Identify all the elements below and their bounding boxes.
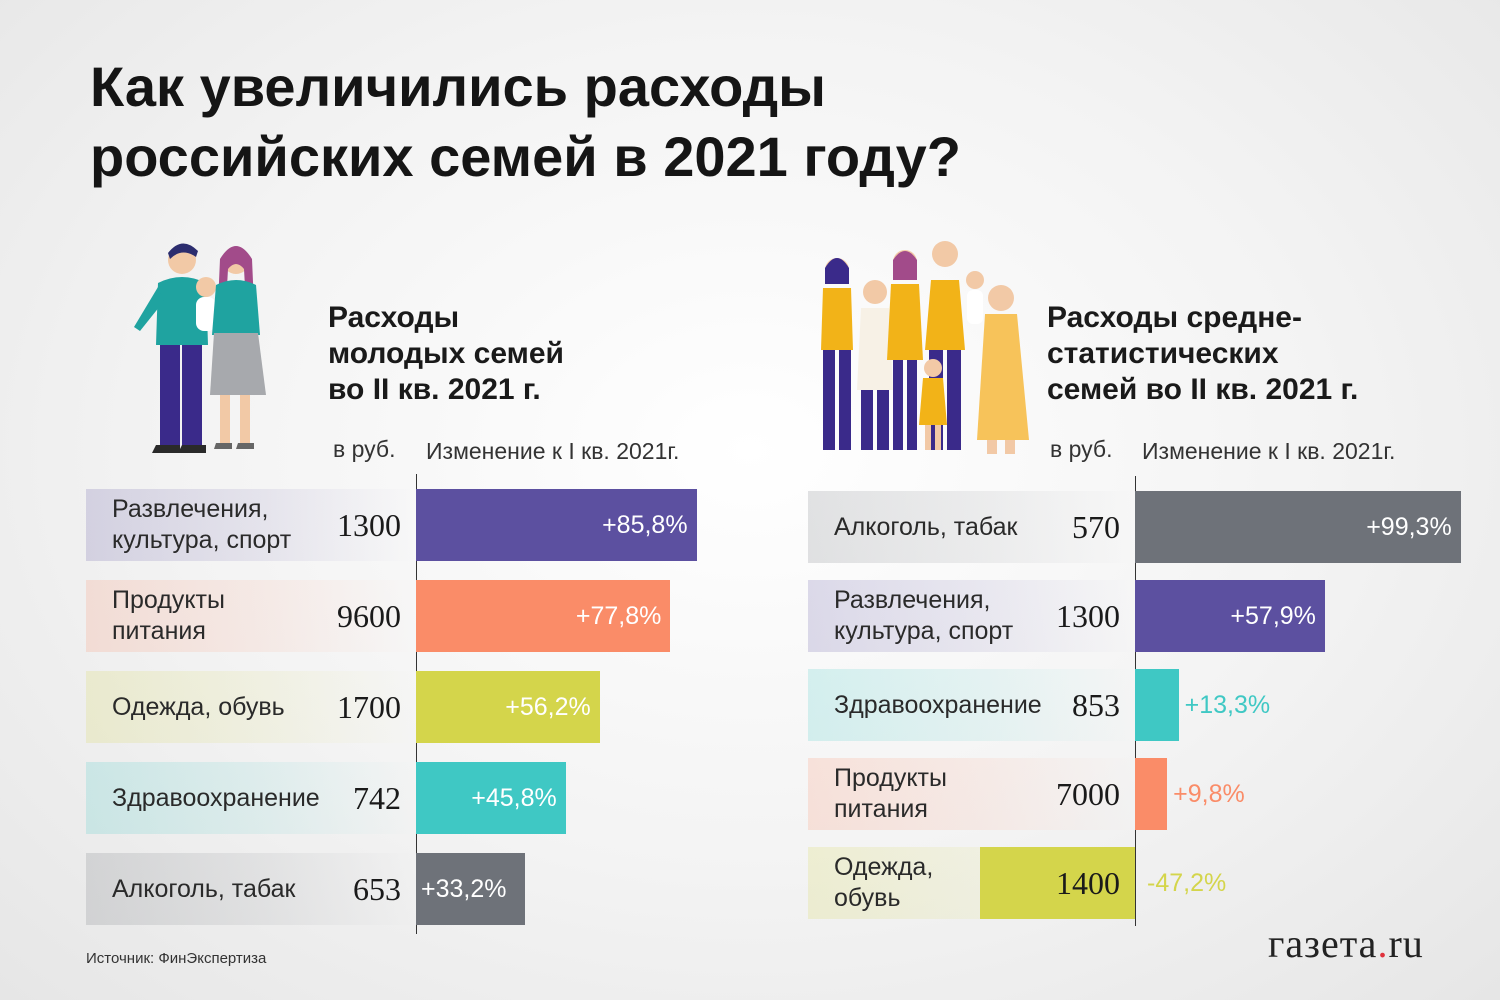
left-row-background xyxy=(86,580,416,652)
left-value-rub: 653 xyxy=(353,871,401,907)
left-value-rub: 9600 xyxy=(337,598,401,634)
left-bar xyxy=(416,853,525,925)
left-change-label: +45,8% xyxy=(471,784,557,812)
right-row: Алкоголь, табак xyxy=(808,491,1135,563)
right-category-label: Продукты питания xyxy=(834,758,947,830)
logo-dot: . xyxy=(1377,921,1389,966)
right-change-label: +13,3% xyxy=(1184,691,1271,719)
right-category-line: Продукты xyxy=(834,764,947,792)
right-change-label: +99,3% xyxy=(1366,513,1452,541)
left-subtitle-line-3: во II кв. 2021 г. xyxy=(328,373,541,406)
right-value-rub: 7000 xyxy=(1056,776,1120,812)
right-value-rub: 1400 xyxy=(1056,865,1120,901)
right-change-label: +57,9% xyxy=(1230,602,1316,630)
right-row-background xyxy=(808,669,1135,741)
left-bar xyxy=(416,762,566,834)
right-bar xyxy=(1135,758,1168,830)
left-category-label: Одежда, обувь xyxy=(112,671,285,743)
left-row-background xyxy=(86,489,416,561)
right-category-line: Развлечения, xyxy=(834,586,991,614)
left-row-background xyxy=(86,853,416,925)
right-category-label: Здравоохранение xyxy=(834,669,1042,741)
title-line-1: Как увеличились расходы xyxy=(90,55,826,118)
extended-family-illustration xyxy=(821,241,1029,454)
left-category-line: Одежда, обувь xyxy=(112,692,285,721)
right-category-line: питания xyxy=(834,795,928,823)
left-change-label: +56,2% xyxy=(505,693,591,721)
young-family-illustration xyxy=(134,243,266,453)
source-note: Источник: ФинЭкспертиза xyxy=(86,950,267,967)
right-category-label: Развлечения, культура, спорт xyxy=(834,580,1013,652)
right-change-label: Изменение к I кв. 2021г. xyxy=(1142,438,1396,464)
right-bar xyxy=(980,847,1135,919)
right-row: Здравоохранение xyxy=(808,669,1135,741)
left-change-label: Изменение к I кв. 2021г. xyxy=(426,438,680,464)
right-category-line: Здравоохранение xyxy=(834,690,1042,719)
gazeta-logo: газета.ru xyxy=(1268,920,1424,967)
left-value-rub: 742 xyxy=(353,780,401,816)
left-subtitle: Расходы молодых семей во II кв. 2021 г. xyxy=(328,300,564,408)
left-category-line: Алкоголь, табак xyxy=(112,874,296,903)
left-row-background xyxy=(86,671,416,743)
right-change-label: -47,2% xyxy=(1147,869,1227,897)
right-bar xyxy=(1135,669,1179,741)
left-category-label: Развлечения, культура, спорт xyxy=(112,489,291,561)
left-row: Одежда, обувь xyxy=(86,671,416,743)
right-category-label: Алкоголь, табак xyxy=(834,491,1017,563)
right-change-label: +9,8% xyxy=(1173,780,1245,808)
right-bar xyxy=(1135,580,1325,652)
right-category-line: Алкоголь, табак xyxy=(834,512,1018,541)
left-subtitle-line-1: Расходы xyxy=(328,301,460,334)
left-category-label: Продукты питания xyxy=(112,580,225,652)
left-row-background xyxy=(86,762,416,834)
right-subtitle-line-3: семей во II кв. 2021 г. xyxy=(1047,373,1359,406)
left-category-line: Продукты xyxy=(112,586,225,614)
right-category-label: Одежда, обувь xyxy=(834,847,933,919)
left-category-label: Здравоохранение xyxy=(112,762,320,834)
left-bar xyxy=(416,489,697,561)
right-value-rub: 570 xyxy=(1072,509,1120,545)
left-change-label: +85,8% xyxy=(602,511,688,539)
right-value-rub: 853 xyxy=(1072,687,1120,723)
right-row-background xyxy=(808,758,1135,830)
logo-main: газета xyxy=(1268,921,1378,966)
logo-suffix: ru xyxy=(1388,921,1424,966)
left-row: Алкоголь, табак xyxy=(86,853,416,925)
left-category-line: Здравоохранение xyxy=(112,783,320,812)
left-row: Развлечения, культура, спорт xyxy=(86,489,416,561)
left-bar xyxy=(416,580,671,652)
right-row-background xyxy=(808,491,1135,563)
right-category-line: обувь xyxy=(834,884,901,912)
left-unit-label: в руб. xyxy=(333,436,396,462)
left-change-label: +77,8% xyxy=(575,602,662,630)
left-value-rub: 1300 xyxy=(337,507,401,543)
right-unit-label: в руб. xyxy=(1050,436,1113,462)
right-row: Продукты питания xyxy=(808,758,1135,830)
right-bar xyxy=(1135,491,1461,563)
left-row: Здравоохранение xyxy=(86,762,416,834)
left-subtitle-line-2: молодых семей xyxy=(328,337,564,370)
left-category-line: культура, спорт xyxy=(112,526,292,554)
right-subtitle-line-2: статистических xyxy=(1047,337,1279,370)
right-subtitle: Расходы средне- статистических семей во … xyxy=(1047,300,1358,408)
page-title: Как увеличились расходы российских семей… xyxy=(90,52,1190,192)
left-row: Продукты питания xyxy=(86,580,416,652)
right-category-line: Одежда, xyxy=(834,853,934,881)
left-category-line: Развлечения, xyxy=(112,495,269,523)
left-category-label: Алкоголь, табак xyxy=(112,853,295,925)
right-row: Развлечения, культура, спорт xyxy=(808,580,1135,652)
right-value-rub: 1300 xyxy=(1056,598,1120,634)
left-bar xyxy=(416,671,600,743)
right-category-line: культура, спорт xyxy=(834,617,1014,645)
right-row-background xyxy=(808,580,1135,652)
left-value-rub: 1700 xyxy=(337,689,401,725)
left-change-label: +33,2% xyxy=(421,875,507,903)
left-category-line: питания xyxy=(112,617,206,645)
title-line-2: российских семей в 2021 году? xyxy=(90,125,961,188)
right-subtitle-line-1: Расходы средне- xyxy=(1047,301,1302,334)
